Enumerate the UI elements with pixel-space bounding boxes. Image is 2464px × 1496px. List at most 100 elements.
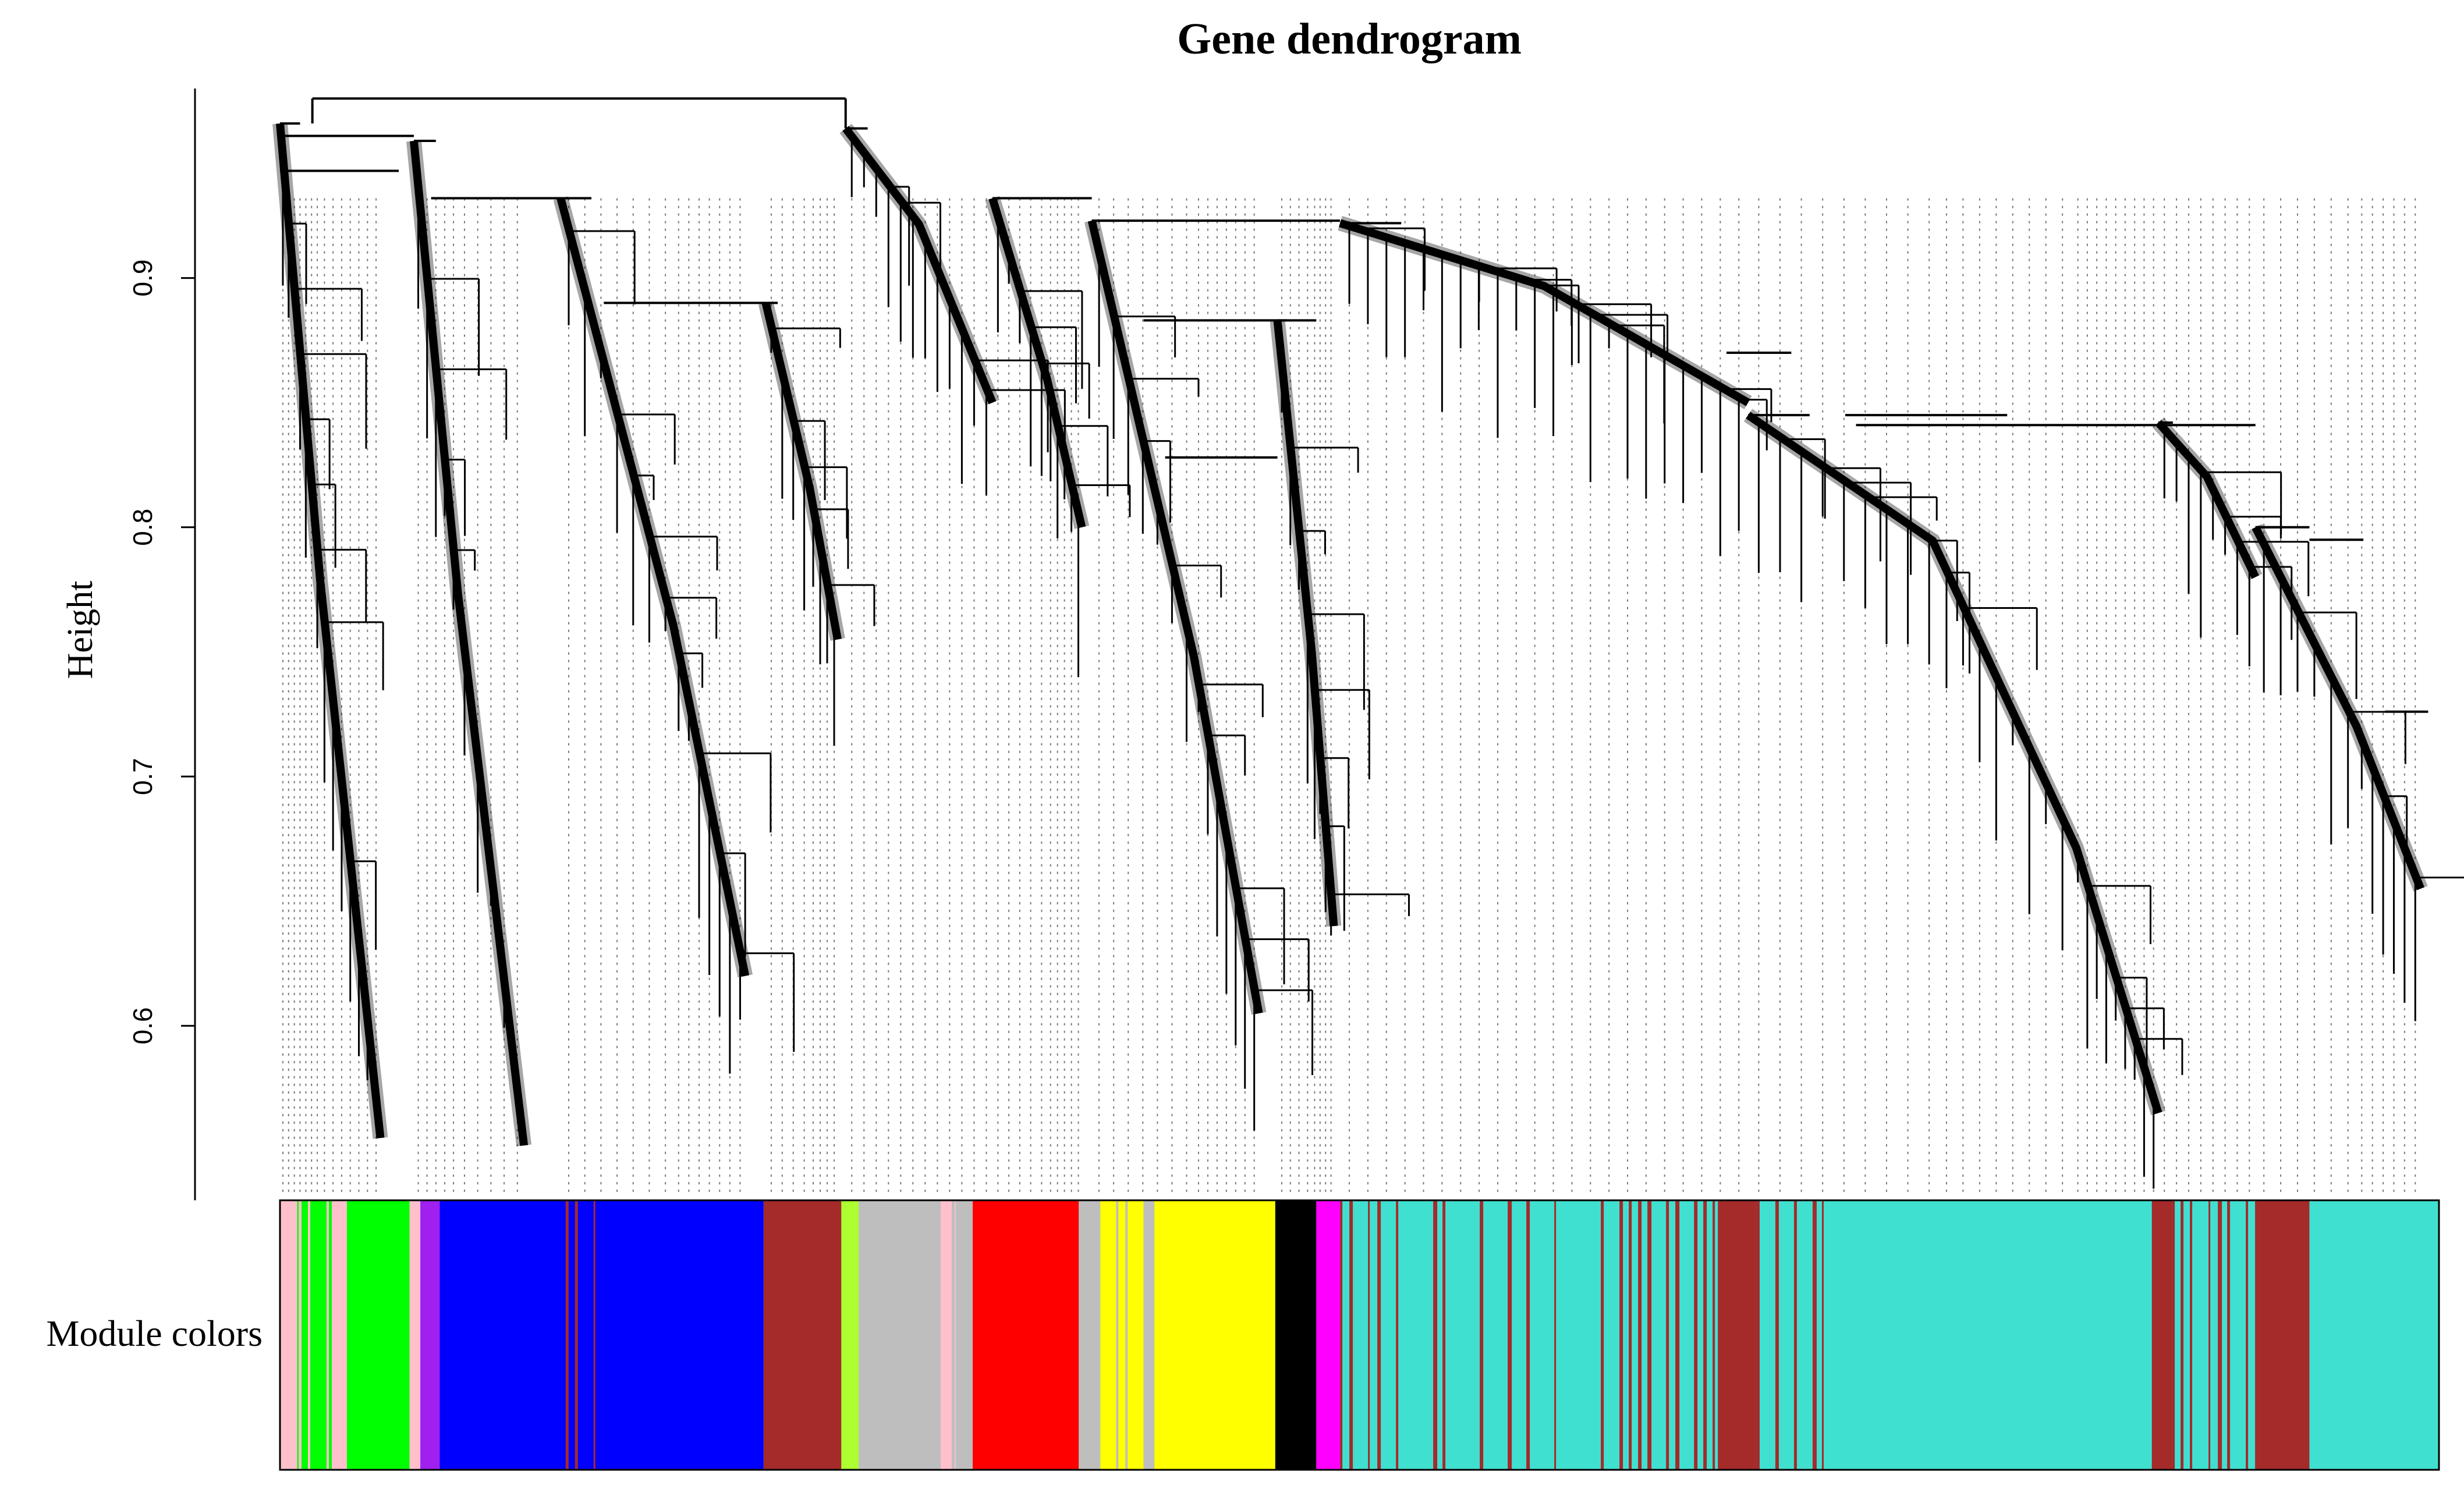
module-stripe-brown (1349, 1200, 1353, 1470)
module-stripe-brown (1638, 1200, 1642, 1470)
module-stripe-pink (299, 1200, 302, 1470)
dendrogram-spine-shade (1743, 409, 2166, 1115)
module-stripe-brown (1703, 1200, 1707, 1470)
module-stripe-brown (593, 1200, 595, 1470)
module-stripe-pink (289, 1200, 293, 1470)
module-stripe-brown (1812, 1200, 1817, 1470)
module-stripe-grey (1116, 1200, 1119, 1470)
module-stripe-brown (1368, 1200, 1370, 1470)
module-stripe-brown (2218, 1200, 2222, 1470)
module-segment-grey (955, 1200, 971, 1470)
module-stripe-grey (905, 1200, 908, 1470)
module-segment-brown (2255, 1200, 2310, 1470)
module-stripe-pink (327, 1200, 329, 1470)
module-stripe-grey (1125, 1200, 1128, 1470)
module-stripe-brown (575, 1200, 578, 1470)
module-stripe-brown (1433, 1200, 1438, 1470)
dendrogram-spine-shade (985, 196, 1090, 529)
y-axis-label: Height (61, 581, 100, 679)
module-segment-pink (332, 1200, 347, 1470)
dendrogram-spine-shade (758, 301, 845, 641)
module-stripe-grey (868, 1200, 871, 1470)
module-stripe-brown (1554, 1200, 1557, 1470)
module-stripe-brown (1666, 1200, 1669, 1470)
module-stripe-grey (970, 1200, 973, 1470)
dendrogram-spine (1273, 320, 1338, 927)
module-segment-greenyellow (841, 1200, 859, 1470)
module-stripe-brown (1601, 1200, 1604, 1470)
module-segment-red (970, 1200, 1079, 1470)
module-stripe-brown (1526, 1200, 1530, 1470)
module-stripe-brown (565, 1200, 569, 1470)
dendrogram-spine (409, 140, 529, 1146)
module-stripe-brown (2255, 1200, 2260, 1470)
module-segment-grey (1143, 1200, 1155, 1470)
dendrogram-spine-shade (1084, 219, 1267, 1015)
module-stripe-brown (1694, 1200, 1698, 1470)
module-segment-brown (1718, 1200, 1757, 1470)
module-stripe-brown (2208, 1200, 2211, 1470)
y-axis: 0.6 0.7 0.8 0.9 (127, 88, 196, 1200)
module-stripe-brown (1508, 1200, 1512, 1470)
module-segment-magenta (1316, 1200, 1341, 1470)
module-colors-label: Module colors (47, 1313, 263, 1354)
module-segment-black (1275, 1200, 1317, 1470)
dendrogram-spine-shade (839, 123, 999, 406)
module-stripe-brown (1793, 1200, 1797, 1470)
module-stripe-brown (1775, 1200, 1779, 1470)
module-segment-grey (1079, 1200, 1098, 1470)
dendrogram-spine (2252, 525, 2424, 891)
module-stripe-brown (1647, 1200, 1652, 1470)
module-stripe-brown (1756, 1200, 1760, 1470)
module-segment-brown (2151, 1200, 2172, 1470)
module-stripe-brown (1442, 1200, 1446, 1470)
module-stripe-grey (896, 1200, 900, 1470)
module-color-bar (279, 1199, 2440, 1471)
module-segment-pink (280, 1200, 297, 1470)
y-tick-label: 0.8 (127, 509, 158, 546)
module-segment-green (297, 1200, 332, 1470)
module-segment-turquoise (2309, 1200, 2439, 1470)
module-segment-yellow (1154, 1200, 1275, 1470)
module-stripe-grey (859, 1200, 861, 1470)
dendrogram-tree (272, 97, 2464, 1189)
module-stripe-brown (2190, 1200, 2193, 1470)
module-stripe-pink (308, 1200, 310, 1470)
y-tick-label: 0.7 (127, 758, 158, 795)
module-stripe-brown (1629, 1200, 1632, 1470)
module-segment-turquoise (2171, 1200, 2256, 1470)
module-stripe-brown (1821, 1200, 1824, 1470)
module-bar-border (279, 1199, 2440, 1471)
module-stripe-grey (1097, 1200, 1101, 1470)
module-stripe-brown (1713, 1200, 1715, 1470)
dendrogram-spine (1087, 219, 1263, 1015)
module-segment-green (346, 1200, 410, 1470)
dendrogram-spine-shade (1270, 320, 1342, 927)
dendrogram-spine (988, 197, 1086, 529)
module-stripe-brown (1619, 1200, 1623, 1470)
chart-title: Gene dendrogram (1177, 15, 1522, 63)
dendrogram-spine-shade (553, 196, 753, 978)
module-stripe-grey (914, 1200, 917, 1470)
module-segment-brown (763, 1200, 842, 1470)
dendrogram-spine-shade (272, 122, 388, 1139)
module-stripe-brown (1340, 1200, 1343, 1470)
module-stripe-brown (2246, 1200, 2249, 1470)
module-stripe-brown (1377, 1200, 1381, 1470)
dendrogram-spine (761, 302, 842, 640)
module-segment-yellow (1098, 1200, 1144, 1470)
module-stripe-brown (1480, 1200, 1484, 1470)
dendrogram-spine (1746, 412, 2162, 1115)
module-stripe-brown (2227, 1200, 2231, 1470)
y-tick-label: 0.9 (127, 260, 158, 297)
module-stripe-grey (877, 1200, 880, 1470)
module-segment-blue (439, 1200, 764, 1470)
dendrogram-spine (842, 126, 997, 405)
y-tick-label: 0.6 (127, 1007, 158, 1044)
module-stripe-brown (2171, 1200, 2175, 1470)
dendrogram-spine (556, 197, 750, 977)
dendrogram-spine (276, 123, 385, 1139)
dendrogram-spine-shade (2153, 417, 2263, 581)
module-stripe-grey (952, 1200, 955, 1470)
